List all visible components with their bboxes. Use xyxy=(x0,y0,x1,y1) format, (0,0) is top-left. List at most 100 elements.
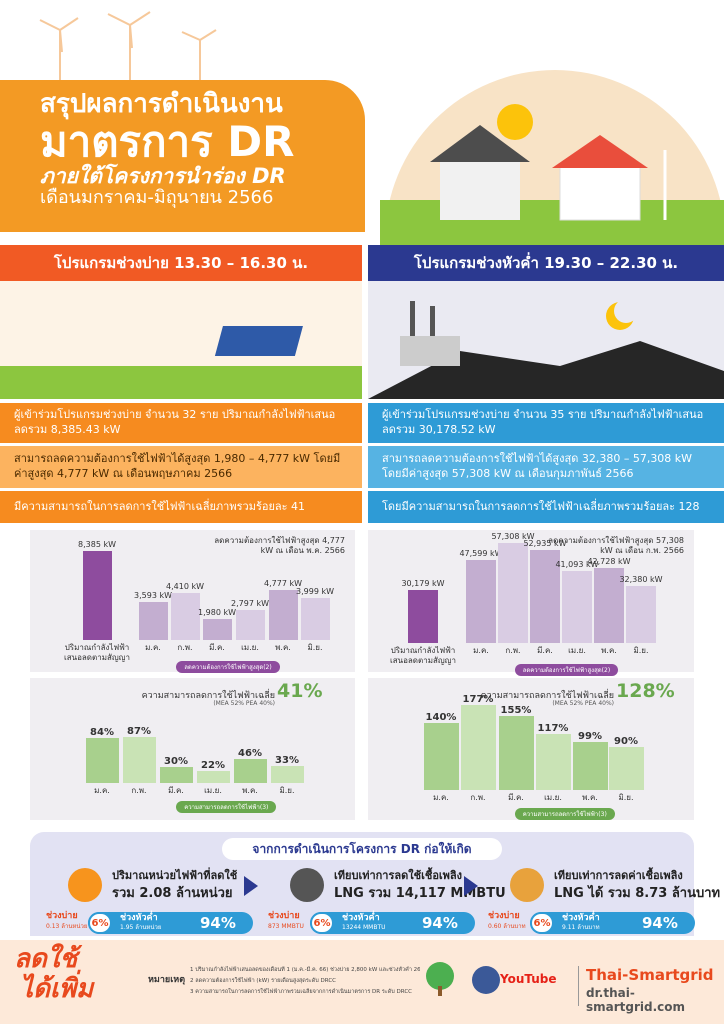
header-line: สรุปผลการดำเนินงาน xyxy=(40,89,283,119)
x-tick-label: เม.ย. xyxy=(568,646,586,655)
x-tick-label: มิ.ย. xyxy=(633,646,649,655)
header-line: เดือนมกราคม-มิถุนายน 2566 xyxy=(40,186,274,208)
x-tick-label: ก.พ. xyxy=(505,646,521,655)
value-label: 177% xyxy=(462,694,494,706)
value-label: 84% xyxy=(90,727,114,739)
x-tick-label: มิ.ย. xyxy=(279,786,295,795)
x-tick-label: เม.ย. xyxy=(544,793,562,802)
chart-highlight: 128% xyxy=(616,680,675,702)
x-tick-label: มี.ค. xyxy=(168,786,184,795)
url[interactable]: dr.thai-smartgrid.com xyxy=(586,986,686,1014)
share-value: 6% xyxy=(88,912,112,934)
value-label: 3,593 kW xyxy=(134,591,172,601)
bar xyxy=(233,758,267,783)
bar xyxy=(408,590,438,643)
note: 1 ปริมาณกำลังไฟฟ้าเสนอลดของเดือนที่ 1 (ม… xyxy=(190,967,420,973)
result-title: เทียบเท่าการลดใช้เชื้อเพลิง xyxy=(334,869,463,882)
x-tick-label: ม.ค. xyxy=(433,793,449,802)
x-tick-label: มิ.ย. xyxy=(307,643,323,652)
value-label: 41,093 kW xyxy=(555,560,599,570)
share-label: ช่วงบ่าย xyxy=(268,911,300,921)
bar xyxy=(300,597,330,640)
result-total: LNG รวม 14,117 MMBTU xyxy=(334,886,506,901)
share-badge: 6% ช่วงหัวค่ำ 1.95 ล้านหน่วย 94% xyxy=(88,912,253,934)
logos xyxy=(426,962,500,996)
chevron xyxy=(464,876,478,896)
legend-pill: ความสามารถลดการใช้ไฟฟ้า(3) xyxy=(176,801,277,813)
bar xyxy=(460,705,496,790)
share-label: ช่วงบ่าย xyxy=(46,911,78,921)
chart-title: ความสามารถลดการใช้ไฟฟ้าเฉลี่ย xyxy=(480,691,614,701)
bar xyxy=(159,767,193,783)
bar xyxy=(122,736,156,783)
share-value: 94% xyxy=(642,914,678,932)
fact-box: ผู้เข้าร่วมโปรแกรมช่วงบ่าย จำนวน 35 ราย … xyxy=(368,403,724,443)
result-icon xyxy=(510,868,544,902)
x-tick-label: ม.ค. xyxy=(94,786,110,795)
share-value: 6% xyxy=(310,912,334,934)
share-label: ช่วงบ่าย xyxy=(488,911,520,921)
x-tick-label: มี.ค. xyxy=(537,646,553,655)
footer xyxy=(0,940,724,1024)
value-label: 46% xyxy=(238,747,262,759)
share-label: ช่วงหัวค่ำ xyxy=(120,913,158,923)
fact-box: โดยมีความสามารถในการลดการใช้ไฟฟ้าเฉลี่ยภ… xyxy=(368,491,724,523)
notes-title: หมายเหตุ xyxy=(148,975,186,985)
x-tick-label: ม.ค. xyxy=(145,643,161,652)
share-label: ช่วงหัวค่ำ xyxy=(342,913,380,923)
bar xyxy=(196,771,230,783)
legend-pill: ลดความต้องการใช้ไฟฟ้าสูงสุด(2) xyxy=(176,661,280,673)
panel-title: โปรแกรมช่วงบ่าย 13.30 – 16.30 น. xyxy=(0,245,362,281)
legend-pill: ลดความต้องการใช้ไฟฟ้าสูงสุด(2) xyxy=(514,664,619,676)
bar xyxy=(562,571,592,643)
result-icon xyxy=(290,868,324,902)
note: 3 ความสามารถในการลดการใช้ไฟฟ้าภาพรวมเฉลี… xyxy=(190,989,413,995)
annotation: ลดความต้องการใช้ไฟฟ้าสูงสุด 57,308 kW ณ … xyxy=(548,536,684,556)
bar xyxy=(594,568,624,643)
header-line: มาตรการ DR xyxy=(40,116,295,166)
x-tick-label: ม.ค. xyxy=(473,646,489,655)
results-title: จากการดำเนินการโครงการ DR ก่อให้เกิด xyxy=(222,838,502,860)
value-label: 90% xyxy=(614,735,638,747)
x-tick-label: พ.ค. xyxy=(601,646,617,655)
share-amount: 9.11 ล้านบาท xyxy=(562,924,600,931)
bar xyxy=(626,586,656,643)
result-icon xyxy=(68,868,102,902)
share-badge: 6% ช่วงหัวค่ำ 13244 MMBTU 94% xyxy=(310,912,475,934)
value-label: 42,728 kW xyxy=(587,557,631,567)
value-label: 2,797 kW xyxy=(231,599,269,609)
result-total: รวม 2.08 ล้านหน่วย xyxy=(112,886,233,901)
value-label: 8,385 kW xyxy=(78,540,116,550)
value-label: 47,599 kW xyxy=(459,548,503,558)
bar xyxy=(268,589,298,640)
chart-title: ความสามารถลดการใช้ไฟฟ้าเฉลี่ย xyxy=(141,691,275,701)
bar xyxy=(202,619,232,640)
bar xyxy=(85,738,119,783)
value-label: 4,410 kW xyxy=(166,582,204,592)
x-tick-label: พ.ค. xyxy=(582,793,598,802)
value-label: 140% xyxy=(425,711,457,723)
bar xyxy=(235,610,265,640)
chart-highlight: 41% xyxy=(277,680,323,702)
result-total: LNG ได้ รวม 8.73 ล้านบาท xyxy=(554,886,721,901)
x-tick-label: เม.ย. xyxy=(241,643,259,652)
panel-illustration xyxy=(0,281,724,399)
value-label: 52,935 kW xyxy=(523,539,567,549)
youtube[interactable]: YouTube xyxy=(500,972,557,986)
annotation: ลดความต้องการใช้ไฟฟ้าสูงสุด 4,777 kW ณ เ… xyxy=(214,536,345,556)
bar xyxy=(572,742,608,790)
bar xyxy=(82,551,112,640)
chart: 140% ม.ค. 177% ก.พ. 155% มี.ค. 117% เม.ย. 99% พ.ค… xyxy=(368,678,694,820)
value-label: 57,308 kW xyxy=(491,531,535,541)
fact-box: ผู้เข้าร่วมโปรแกรมช่วงบ่าย จำนวน 32 ราย … xyxy=(0,403,362,443)
share-value: 6% xyxy=(530,912,554,934)
slogan: ได้เพิ่ม xyxy=(20,974,94,1004)
share-amount: 873 MMBTU xyxy=(268,923,304,930)
value-label: 4,777 kW xyxy=(264,578,302,588)
result-title: เทียบเท่าการลดค่าเชื้อเพลิง xyxy=(554,869,683,882)
value-label: 1,980 kW xyxy=(198,608,236,618)
chart-subtitle: (MEA 52% PEA 40%) xyxy=(213,700,275,707)
bar xyxy=(608,746,644,790)
share-amount: 13244 MMBTU xyxy=(342,924,386,931)
